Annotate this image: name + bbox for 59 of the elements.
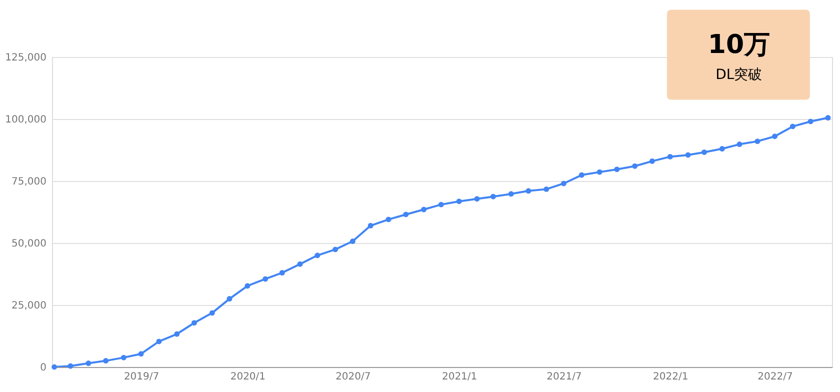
point bbox=[403, 212, 409, 218]
y-tick-label: 0 bbox=[40, 362, 46, 374]
point bbox=[86, 360, 92, 366]
point bbox=[368, 222, 374, 228]
point bbox=[596, 169, 602, 175]
point bbox=[632, 163, 638, 169]
point bbox=[68, 363, 74, 369]
point bbox=[226, 296, 232, 302]
y-tick-label: 75,000 bbox=[12, 176, 46, 188]
point bbox=[667, 154, 673, 160]
point bbox=[332, 246, 338, 252]
point bbox=[438, 202, 444, 208]
point bbox=[421, 206, 427, 212]
point bbox=[719, 146, 725, 152]
x-tick-label: 2019/7 bbox=[124, 372, 160, 382]
point bbox=[544, 186, 550, 192]
x-tick-label: 2021/1 bbox=[442, 372, 478, 382]
point bbox=[138, 351, 144, 357]
point bbox=[508, 191, 514, 197]
y-tick-label: 50,000 bbox=[12, 238, 46, 250]
point bbox=[103, 358, 109, 364]
y-tick-label: 100,000 bbox=[5, 114, 46, 126]
point bbox=[754, 138, 760, 144]
point bbox=[456, 198, 462, 204]
point bbox=[790, 124, 796, 130]
point bbox=[701, 150, 707, 155]
point bbox=[614, 166, 620, 172]
point bbox=[262, 276, 268, 282]
point bbox=[649, 158, 655, 164]
annotation: 10万 DL突破 bbox=[708, 30, 770, 83]
point bbox=[174, 331, 180, 337]
point bbox=[156, 338, 162, 344]
point bbox=[386, 216, 392, 222]
y-tick-label: 25,000 bbox=[12, 300, 46, 312]
x-tick-label: 2020/7 bbox=[336, 372, 371, 382]
point bbox=[825, 115, 831, 120]
point bbox=[560, 180, 566, 186]
point bbox=[526, 188, 532, 194]
point bbox=[490, 194, 496, 200]
point bbox=[736, 142, 742, 148]
point bbox=[808, 118, 814, 124]
point bbox=[685, 152, 691, 158]
point bbox=[350, 238, 356, 244]
point bbox=[209, 310, 215, 316]
x-tick-label: 2022/1 bbox=[653, 372, 688, 382]
point bbox=[52, 364, 58, 370]
x-tick-label: 2020/1 bbox=[230, 372, 266, 382]
y-tick-label: 125,000 bbox=[5, 52, 46, 64]
point bbox=[192, 320, 197, 326]
point bbox=[244, 283, 250, 289]
point bbox=[772, 134, 778, 140]
point bbox=[578, 172, 584, 178]
point bbox=[279, 270, 285, 276]
x-tick-label: 2021/7 bbox=[546, 372, 582, 382]
point bbox=[120, 354, 126, 360]
x-tick-label: 2022/7 bbox=[758, 372, 793, 382]
point bbox=[474, 196, 480, 202]
point bbox=[314, 252, 320, 258]
point bbox=[297, 261, 303, 267]
